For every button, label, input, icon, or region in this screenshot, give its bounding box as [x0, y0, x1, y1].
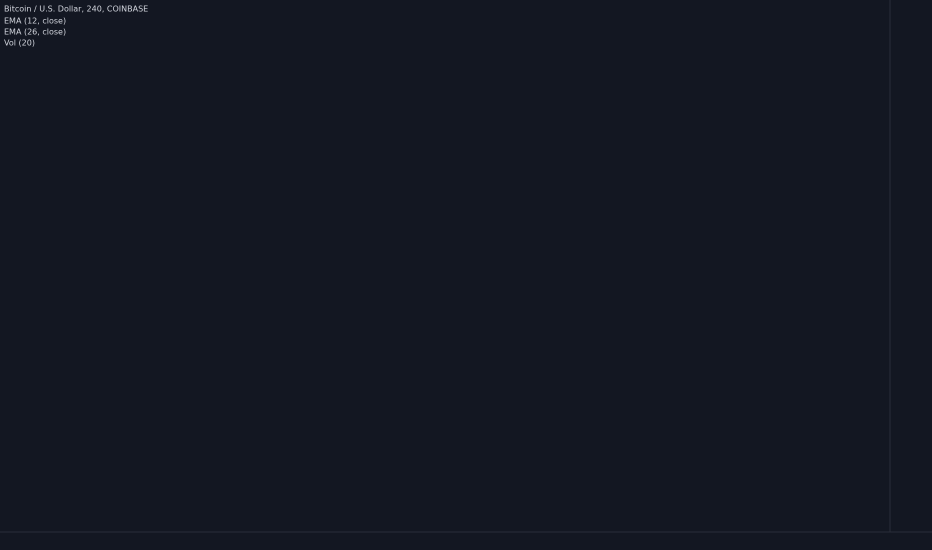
legend-entry: EMA (26, close) [4, 28, 66, 37]
chart-title: Bitcoin / U.S. Dollar, 240, COINBASE [4, 5, 148, 14]
legend: Bitcoin / U.S. Dollar, 240, COINBASE EMA… [4, 5, 148, 48]
legend-entry: EMA (12, close) [4, 17, 66, 26]
legend-entry: Vol (20) [4, 39, 35, 48]
